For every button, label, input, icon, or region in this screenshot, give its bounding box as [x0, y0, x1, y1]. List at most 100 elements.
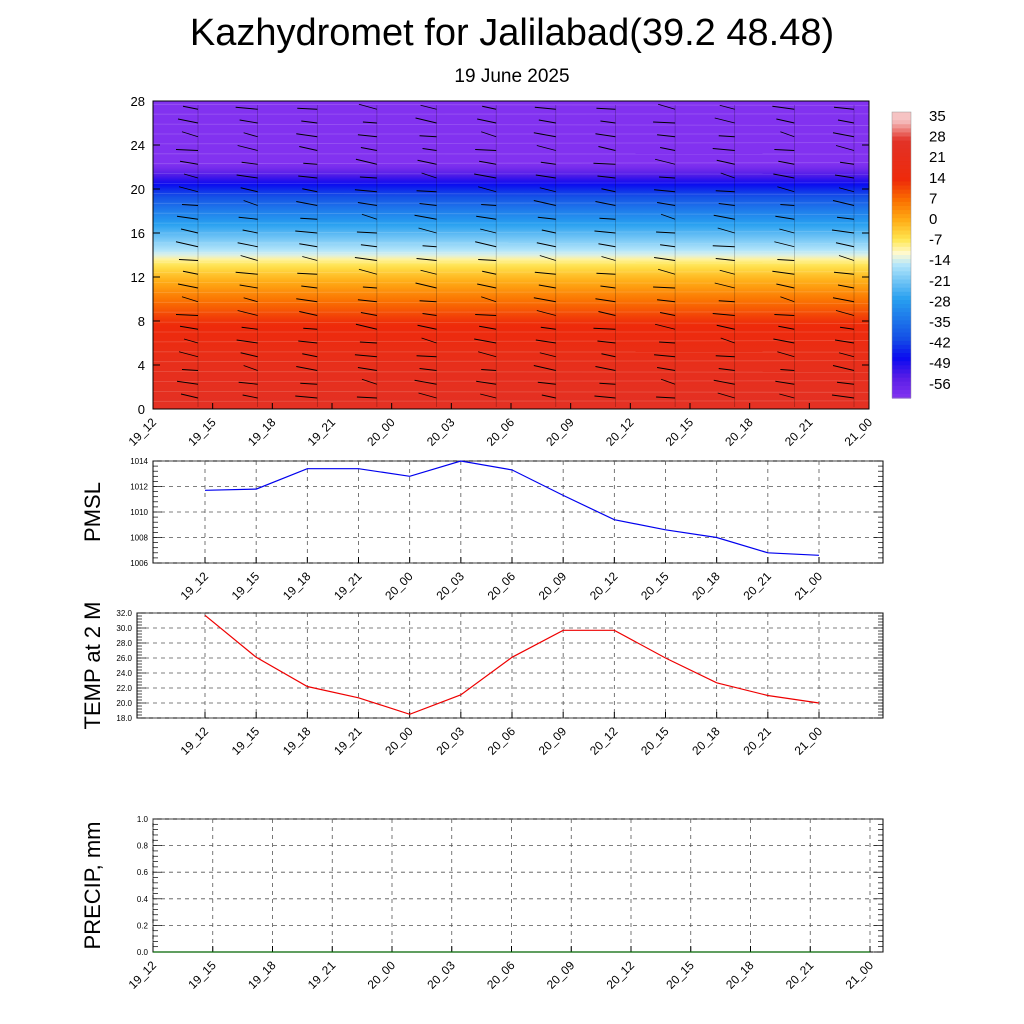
wind-barb [598, 311, 616, 316]
wind-barb [296, 133, 318, 138]
colorbar-band [892, 169, 911, 174]
y-tick-label: 0 [138, 402, 145, 417]
wind-barb [657, 103, 676, 110]
x-tick-label: 20_09 [543, 415, 577, 449]
wind-barb [774, 149, 795, 151]
wind-barb [237, 310, 258, 316]
wind-barb [297, 107, 318, 110]
wind-barb [303, 327, 318, 330]
contour-line [152, 251, 870, 254]
contour-line [152, 301, 870, 304]
wind-barb [480, 393, 497, 399]
wind-barb [295, 395, 318, 399]
panel-frame [152, 818, 884, 953]
contour-line [152, 231, 870, 234]
wind-barb [181, 204, 199, 206]
wind-barb [414, 379, 437, 385]
x-tick-label: 20_00 [364, 415, 398, 449]
wind-barb [534, 271, 556, 275]
wind-barb [541, 229, 556, 234]
x-tick-label: 20_03 [433, 569, 467, 603]
x-tick-label: 19_18 [280, 724, 314, 758]
wind-barb [713, 379, 735, 385]
x-tick-label: 20_21 [740, 724, 774, 758]
wind-barb [832, 200, 855, 206]
colorbar-band [892, 193, 911, 199]
wind-barb [654, 189, 676, 193]
wind-barb [540, 161, 556, 165]
wind-barb [181, 296, 199, 303]
wind-barb [359, 176, 377, 179]
y-tick-label: 20 [131, 182, 145, 197]
colorbar-band [892, 173, 911, 178]
contour-line [152, 380, 870, 382]
wind-barb [837, 119, 855, 124]
wind-barb [720, 172, 735, 179]
wind-barb [419, 135, 437, 138]
wind-barb [654, 354, 676, 358]
colorbar-band [892, 332, 911, 338]
wind-barb [595, 298, 616, 303]
colorbar-band [892, 230, 911, 236]
colorbar-band [892, 324, 911, 330]
wind-barb [175, 314, 199, 316]
colorbar-band [892, 124, 911, 129]
wind-barb [536, 310, 556, 316]
wind-barb [539, 187, 556, 193]
wind-barb [596, 272, 616, 275]
wind-barb [837, 284, 855, 289]
x-tick-label: 19_15 [185, 415, 219, 449]
colorbar-band [892, 144, 911, 150]
wind-barb [533, 132, 556, 138]
wind-barb [418, 392, 437, 399]
colorbar-band [892, 295, 911, 301]
wind-barb [538, 284, 556, 289]
wind-barb [354, 354, 377, 358]
wind-barb [416, 258, 437, 261]
wind-barb [302, 353, 318, 358]
wind-barb [474, 173, 497, 179]
wind-barb [595, 201, 616, 206]
wind-barb [831, 394, 855, 399]
wind-barb [236, 174, 258, 179]
contour-line [152, 321, 870, 324]
colorbar-band [892, 148, 911, 154]
colorbar-band [892, 287, 911, 293]
wind-barb [713, 214, 735, 220]
x-tick-label: 19_15 [229, 724, 263, 758]
wind-barb [296, 366, 318, 371]
wind-barb [839, 161, 855, 165]
y-tick-label: 0.2 [137, 921, 149, 930]
wind-barb [715, 355, 735, 358]
contour-line [152, 142, 870, 145]
x-tick-label: 20_18 [689, 569, 723, 603]
wind-barb [421, 172, 437, 179]
wind-barb [419, 203, 437, 206]
x-tick-label: 19_18 [245, 958, 279, 992]
wind-barb [836, 381, 855, 385]
wind-barb [540, 326, 556, 330]
x-tick-label: 20_15 [638, 569, 672, 603]
x-tick-label: 20_12 [603, 415, 637, 449]
panel-frame [152, 460, 884, 564]
wind-barb [296, 298, 318, 303]
wind-barb [415, 117, 437, 124]
wind-barb [772, 270, 795, 275]
precip-panel: 19_12 19_15 19_18 19_21 20_00 20_03 20_06 20_09… [80, 815, 884, 992]
y-tick-label: 18.0 [116, 714, 132, 723]
colorbar-label: -35 [929, 314, 951, 331]
wind-barb [715, 258, 735, 261]
colorbar-label: 7 [929, 190, 937, 207]
colorbar-band [892, 218, 911, 223]
wind-barb [601, 353, 616, 358]
wind-barb [717, 227, 735, 234]
wind-barb [660, 147, 676, 151]
wind-barb [414, 214, 437, 220]
wind-barb [594, 395, 616, 399]
wind-barb [657, 134, 676, 138]
wind-barb [476, 380, 497, 385]
wind-barb [772, 105, 795, 110]
temperature-field [153, 101, 869, 409]
colorbar-band [892, 238, 911, 244]
